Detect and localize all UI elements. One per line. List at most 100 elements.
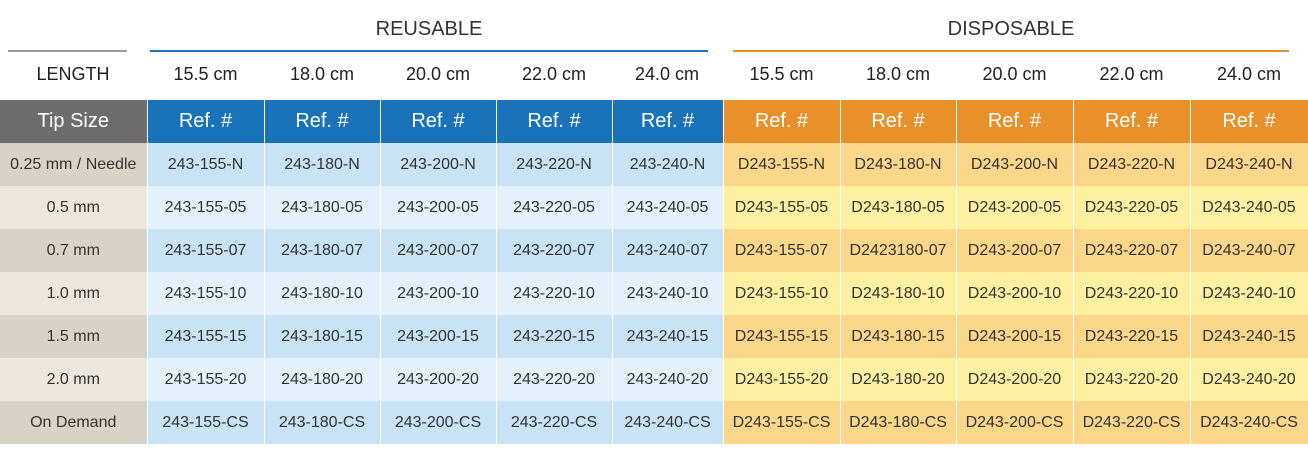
- disposable-ref-header: Ref. #: [1073, 100, 1191, 143]
- disposable-ref-cell: D243-240-15: [1190, 315, 1308, 358]
- disposable-ref-cell: D243-180-10: [840, 272, 957, 315]
- reusable-ref-cell: 243-200-CS: [380, 401, 497, 444]
- reusable-ref-cell: 243-155-N: [147, 143, 265, 186]
- reusable-ref-cell: 243-220-15: [496, 315, 613, 358]
- reusable-ref-cell: 243-180-15: [264, 315, 381, 358]
- disposable-ref-header: Ref. #: [840, 100, 957, 143]
- disposable-ref-cell: D243-200-15: [956, 315, 1074, 358]
- reusable-ref-cell: 243-155-20: [147, 358, 265, 401]
- disposable-ref-cell: D243-155-07: [723, 229, 841, 272]
- reusable-ref-header: Ref. #: [380, 100, 497, 143]
- reusable-ref-header: Ref. #: [264, 100, 381, 143]
- reusable-length-5: 24.0 cm: [634, 64, 700, 84]
- disposable-ref-cell: D243-180-20: [840, 358, 957, 401]
- reusable-ref-cell: 243-240-05: [612, 186, 724, 229]
- disposable-ref-cell: D243-155-20: [723, 358, 841, 401]
- reusable-ref-cell: 243-180-10: [264, 272, 381, 315]
- disposable-ref-cell: D243-220-N: [1073, 143, 1191, 186]
- tip-size-cell: 0.7 mm: [0, 229, 148, 272]
- disposable-length-2: 18.0 cm: [865, 64, 931, 84]
- disposable-ref-cell: D243-200-05: [956, 186, 1074, 229]
- disposable-ref-cell: D243-200-10: [956, 272, 1074, 315]
- disposable-ref-cell: D243-220-15: [1073, 315, 1191, 358]
- tip-size-cell: 1.0 mm: [0, 272, 148, 315]
- table-body: 0.25 mm / Needle 243-155-N 243-180-N 243-20…: [0, 143, 1308, 444]
- disposable-ref-cell: D243-220-07: [1073, 229, 1191, 272]
- reusable-ref-cell: 243-155-10: [147, 272, 265, 315]
- table-row: 1.0 mm 243-155-10 243-180-10 243-200-10 243-…: [0, 272, 1308, 315]
- disposable-ref-header: Ref. #: [956, 100, 1074, 143]
- reference-table: Tip Size Ref. # Ref. # Ref. # Ref. # Ref…: [0, 100, 1308, 444]
- length-row: LENGTH 15.5 cm 18.0 cm 20.0 cm 22.0 cm 2…: [0, 58, 1308, 98]
- reusable-ref-cell: 243-220-20: [496, 358, 613, 401]
- tip-size-cell: 0.25 mm / Needle: [0, 143, 148, 186]
- disposable-ref-cell: D243-240-05: [1190, 186, 1308, 229]
- group-header-row: REUSABLE DISPOSABLE: [0, 0, 1308, 58]
- disposable-ref-cell: D243-240-20: [1190, 358, 1308, 401]
- disposable-ref-header: Ref. #: [1190, 100, 1308, 143]
- reusable-ref-cell: 243-155-CS: [147, 401, 265, 444]
- reusable-length-3: 20.0 cm: [405, 64, 471, 84]
- reusable-ref-cell: 243-240-20: [612, 358, 724, 401]
- disposable-ref-cell: D243-155-15: [723, 315, 841, 358]
- tip-column-divider: [8, 50, 127, 52]
- reusable-ref-cell: 243-200-N: [380, 143, 497, 186]
- reusable-ref-cell: 243-200-05: [380, 186, 497, 229]
- reusable-ref-cell: 243-220-10: [496, 272, 613, 315]
- reusable-group-title: REUSABLE: [375, 18, 483, 40]
- disposable-length-3: 20.0 cm: [982, 64, 1047, 84]
- table-row: 0.7 mm 243-155-07 243-180-07 243-200-07 243-…: [0, 229, 1308, 272]
- table-row: 2.0 mm 243-155-20 243-180-20 243-200-20 243-…: [0, 358, 1308, 401]
- reusable-ref-header: Ref. #: [612, 100, 724, 143]
- tip-size-cell: 2.0 mm: [0, 358, 148, 401]
- tip-size-cell: 1.5 mm: [0, 315, 148, 358]
- disposable-ref-cell: D243-220-05: [1073, 186, 1191, 229]
- reusable-ref-cell: 243-180-05: [264, 186, 381, 229]
- disposable-ref-cell: D243-220-10: [1073, 272, 1191, 315]
- reusable-ref-cell: 243-240-15: [612, 315, 724, 358]
- tip-size-cell: 0.5 mm: [0, 186, 148, 229]
- reusable-ref-cell: 243-220-05: [496, 186, 613, 229]
- reusable-ref-cell: 243-180-07: [264, 229, 381, 272]
- disposable-ref-cell: D243-180-05: [840, 186, 957, 229]
- reusable-ref-header: Ref. #: [496, 100, 613, 143]
- reusable-ref-cell: 243-155-05: [147, 186, 265, 229]
- disposable-ref-cell: D243-240-07: [1190, 229, 1308, 272]
- reusable-ref-cell: 243-220-07: [496, 229, 613, 272]
- reusable-length-2: 18.0 cm: [289, 64, 355, 84]
- disposable-group-underline: [733, 50, 1289, 52]
- reusable-length-1: 15.5 cm: [173, 64, 238, 84]
- disposable-length-1: 15.5 cm: [749, 64, 814, 84]
- reusable-ref-cell: 243-200-07: [380, 229, 497, 272]
- disposable-ref-cell: D243-220-CS: [1073, 401, 1191, 444]
- disposable-ref-cell: D243-200-07: [956, 229, 1074, 272]
- reusable-ref-cell: 243-240-07: [612, 229, 724, 272]
- reusable-ref-cell: 243-220-CS: [496, 401, 613, 444]
- disposable-ref-cell: D243-200-N: [956, 143, 1074, 186]
- disposable-ref-cell: D243-180-CS: [840, 401, 957, 444]
- disposable-ref-cell: D243-180-N: [840, 143, 957, 186]
- reusable-ref-cell: 243-240-N: [612, 143, 724, 186]
- disposable-ref-cell: D243-200-20: [956, 358, 1074, 401]
- reusable-group-underline: [150, 50, 708, 52]
- disposable-ref-cell: D243-240-10: [1190, 272, 1308, 315]
- tip-size-header: Tip Size: [0, 100, 148, 143]
- tip-size-cell: On Demand: [0, 401, 148, 444]
- disposable-ref-cell: D243-155-N: [723, 143, 841, 186]
- reusable-ref-cell: 243-220-N: [496, 143, 613, 186]
- reusable-length-4: 22.0 cm: [521, 64, 587, 84]
- disposable-ref-cell: D243-180-15: [840, 315, 957, 358]
- disposable-ref-cell: D243-155-CS: [723, 401, 841, 444]
- reusable-ref-cell: 243-240-CS: [612, 401, 724, 444]
- disposable-length-4: 22.0 cm: [1099, 64, 1164, 84]
- table-header-row: Tip Size Ref. # Ref. # Ref. # Ref. # Ref…: [0, 100, 1308, 143]
- reusable-ref-cell: 243-180-N: [264, 143, 381, 186]
- reusable-ref-cell: 243-200-15: [380, 315, 497, 358]
- disposable-ref-header: Ref. #: [723, 100, 841, 143]
- reusable-ref-cell: 243-180-20: [264, 358, 381, 401]
- reusable-ref-cell: 243-155-07: [147, 229, 265, 272]
- reusable-ref-cell: 243-180-CS: [264, 401, 381, 444]
- length-label: LENGTH: [36, 64, 110, 84]
- reusable-ref-cell: 243-240-10: [612, 272, 724, 315]
- disposable-ref-cell: D243-240-N: [1190, 143, 1308, 186]
